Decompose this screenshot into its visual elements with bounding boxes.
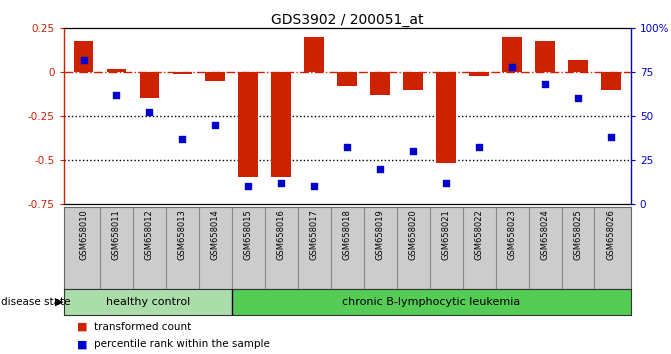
Text: chronic B-lymphocytic leukemia: chronic B-lymphocytic leukemia (342, 297, 521, 307)
Text: GSM658011: GSM658011 (112, 210, 121, 260)
Bar (205, 72, 225, 81)
Text: disease state: disease state (1, 297, 70, 307)
Text: GSM658013: GSM658013 (178, 210, 187, 261)
Text: ▶: ▶ (55, 297, 64, 307)
Bar (140, 72, 159, 98)
Bar (436, 72, 456, 163)
Point (78, 57, 89, 63)
Text: GSM658017: GSM658017 (310, 210, 319, 261)
Text: ■: ■ (77, 339, 88, 349)
Point (507, 64, 517, 70)
Text: GSM658026: GSM658026 (607, 210, 615, 261)
Bar (272, 72, 291, 177)
Text: GSM658018: GSM658018 (343, 210, 352, 261)
Title: GDS3902 / 200051_at: GDS3902 / 200051_at (271, 13, 423, 27)
Bar (107, 69, 126, 72)
Bar (74, 41, 93, 72)
Text: GSM658014: GSM658014 (211, 210, 220, 260)
Text: GSM658010: GSM658010 (79, 210, 88, 260)
Bar (568, 60, 588, 72)
Text: GSM658020: GSM658020 (409, 210, 417, 260)
Point (342, 145, 353, 150)
Text: healthy control: healthy control (105, 297, 190, 307)
Bar (601, 72, 621, 90)
Text: GSM658019: GSM658019 (376, 210, 384, 260)
Point (606, 134, 617, 140)
Bar (502, 37, 522, 72)
Point (441, 180, 452, 185)
Text: GSM658015: GSM658015 (244, 210, 253, 260)
Point (144, 110, 155, 115)
Text: GSM658022: GSM658022 (474, 210, 484, 260)
Text: GSM658024: GSM658024 (541, 210, 550, 260)
Bar (238, 72, 258, 177)
Point (276, 180, 287, 185)
Bar (305, 37, 324, 72)
Point (309, 183, 319, 189)
FancyBboxPatch shape (232, 289, 631, 315)
Bar (172, 72, 193, 74)
Point (572, 96, 583, 101)
Text: ■: ■ (77, 322, 88, 332)
Bar (535, 41, 555, 72)
Text: transformed count: transformed count (94, 322, 191, 332)
Bar (370, 72, 390, 95)
Bar (403, 72, 423, 90)
Point (111, 92, 122, 98)
Point (539, 81, 550, 87)
Bar (338, 72, 357, 86)
Point (210, 122, 221, 127)
Point (408, 148, 419, 154)
Point (243, 183, 254, 189)
Bar (469, 72, 489, 76)
Text: GSM658025: GSM658025 (574, 210, 582, 260)
Text: GSM658021: GSM658021 (442, 210, 451, 260)
Point (474, 145, 484, 150)
Text: GSM658023: GSM658023 (507, 210, 517, 261)
Point (375, 166, 386, 171)
Text: percentile rank within the sample: percentile rank within the sample (94, 339, 270, 349)
Point (177, 136, 188, 142)
Text: GSM658012: GSM658012 (145, 210, 154, 260)
FancyBboxPatch shape (64, 289, 232, 315)
Text: GSM658016: GSM658016 (277, 210, 286, 261)
